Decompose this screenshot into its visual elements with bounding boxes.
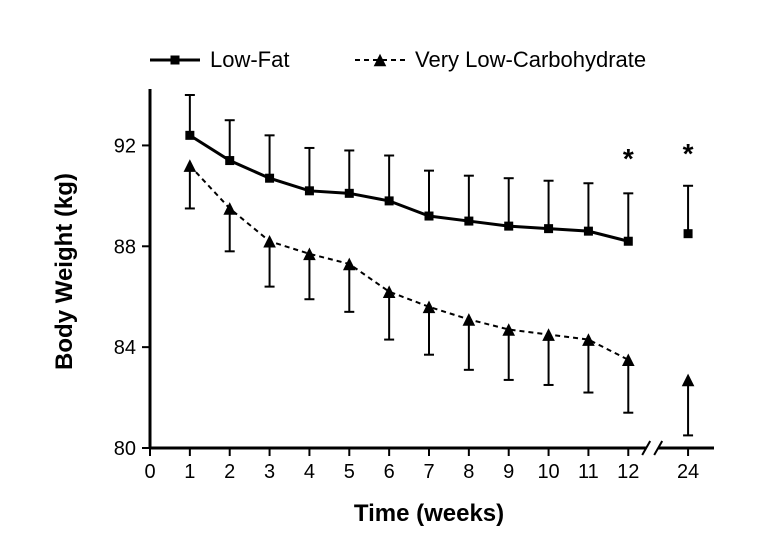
data-marker: [223, 202, 236, 215]
data-marker: [225, 156, 234, 165]
legend-label: Very Low-Carbohydrate: [415, 47, 646, 72]
data-marker: [385, 196, 394, 205]
y-tick-label: 84: [114, 337, 136, 359]
data-marker: [682, 374, 695, 387]
series-line-lowcarb: [190, 166, 688, 380]
data-marker: [622, 353, 635, 366]
x-tick-label: 1: [184, 461, 195, 483]
data-marker: [584, 227, 593, 236]
data-marker: [464, 217, 473, 226]
data-marker: [383, 285, 396, 298]
x-tick-label: 3: [264, 461, 275, 483]
data-marker: [544, 224, 553, 233]
data-marker: [171, 56, 180, 65]
x-tick-label: 9: [503, 461, 514, 483]
data-marker: [542, 328, 555, 341]
y-tick-label: 80: [114, 438, 136, 460]
chart-container: 80848892012345678910111224Time (weeks)Bo…: [0, 0, 758, 543]
x-axis-label: Time (weeks): [354, 500, 504, 527]
body-weight-chart: 80848892012345678910111224Time (weeks)Bo…: [0, 0, 758, 543]
legend-label: Low-Fat: [210, 47, 289, 72]
data-marker: [185, 131, 194, 140]
significance-marker: *: [623, 143, 634, 174]
data-marker: [345, 189, 354, 198]
x-tick-label: 7: [423, 461, 434, 483]
x-tick-label: 10: [537, 461, 559, 483]
x-tick-label: 6: [384, 461, 395, 483]
x-tick-label: 24: [677, 461, 699, 483]
y-tick-label: 92: [114, 135, 136, 157]
data-marker: [265, 174, 274, 183]
data-marker: [684, 229, 693, 238]
x-tick-label: 8: [463, 461, 474, 483]
series-line-lowfat: [190, 135, 688, 241]
x-tick-label: 12: [617, 461, 639, 483]
data-marker: [504, 222, 513, 231]
data-marker: [303, 248, 316, 261]
x-tick-label: 0: [144, 461, 155, 483]
y-tick-label: 88: [114, 236, 136, 258]
data-marker: [624, 237, 633, 246]
data-marker: [343, 258, 356, 271]
data-marker: [184, 159, 197, 172]
x-tick-label: 11: [578, 461, 599, 483]
data-marker: [463, 313, 476, 326]
data-marker: [425, 212, 434, 221]
x-tick-label: 5: [344, 461, 355, 483]
data-marker: [423, 301, 436, 314]
y-axis-label: Body Weight (kg): [51, 173, 78, 370]
x-tick-label: 4: [304, 461, 315, 483]
data-marker: [305, 186, 314, 195]
significance-marker: *: [683, 138, 694, 169]
x-tick-label: 2: [224, 461, 235, 483]
